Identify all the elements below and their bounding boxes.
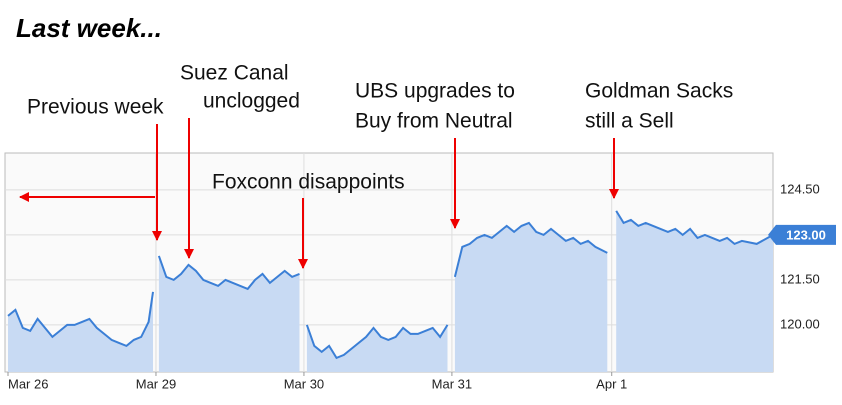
annotation: Suez Canal xyxy=(180,62,289,85)
annotation: Buy from Neutral xyxy=(355,110,513,133)
line xyxy=(7,210,774,360)
annotation: Foxconn disappoints xyxy=(212,171,405,194)
annotation: Goldman Sacks xyxy=(585,80,733,103)
area xyxy=(8,210,773,372)
x-tick-label: Mar 29 xyxy=(136,376,176,391)
x-tick-label: Mar 31 xyxy=(432,376,472,391)
x-tick-label: Apr 1 xyxy=(596,376,627,391)
annotation: unclogged xyxy=(203,90,300,113)
price-label: 123.00 xyxy=(786,227,826,242)
y-tick-label: 121.50 xyxy=(780,271,820,286)
price-badge xyxy=(768,224,836,245)
heading: Last week... xyxy=(16,13,162,43)
y-tick-label: 120.00 xyxy=(780,316,820,331)
annotation: Previous week xyxy=(27,96,164,119)
x-tick-label: Mar 26 xyxy=(8,376,48,391)
x-tick-label: Mar 30 xyxy=(284,376,324,391)
y-tick-label: 124.50 xyxy=(780,181,820,196)
annotation: still a Sell xyxy=(585,110,674,133)
annotation: UBS upgrades to xyxy=(355,80,515,103)
